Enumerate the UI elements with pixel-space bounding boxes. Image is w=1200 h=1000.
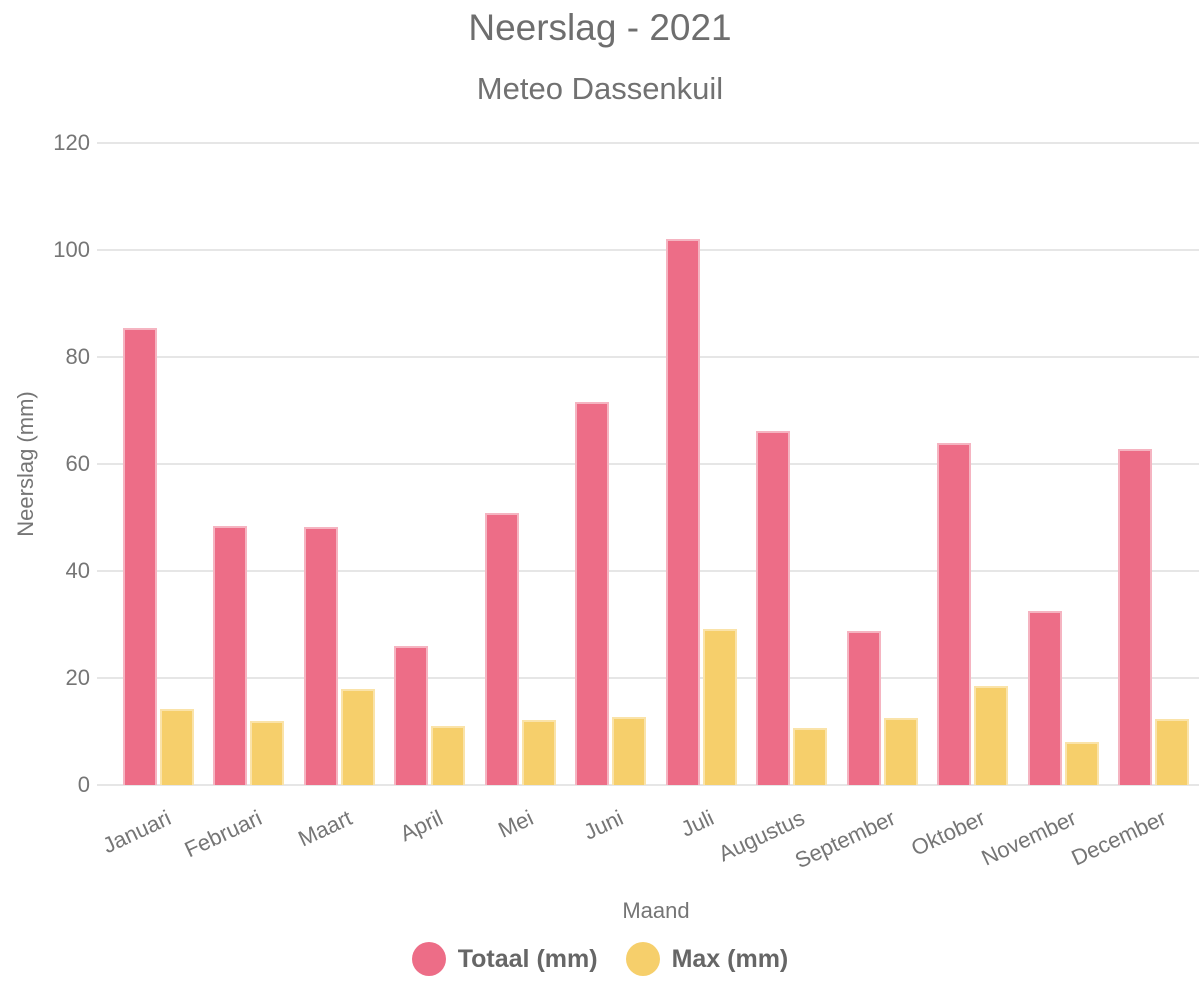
x-tick-label-september: September [790, 805, 899, 874]
legend: Totaal (mm) Max (mm) [0, 942, 1200, 976]
x-tick-label-november: November [977, 805, 1080, 871]
bar-totaal-mm-augustus[interactable] [756, 430, 791, 785]
bar-max-mm-september[interactable] [883, 718, 918, 785]
bar-max-mm-mei[interactable] [521, 720, 556, 785]
legend-item-max-mm[interactable]: Max (mm) [625, 942, 789, 976]
x-tick-label-december: December [1067, 805, 1171, 871]
bar-totaal-mm-mei[interactable] [484, 512, 519, 785]
bar-totaal-mm-april[interactable] [394, 646, 429, 785]
y-tick-label-0: 0 [77, 772, 90, 797]
x-tick-label-januari: Januari [98, 805, 175, 859]
y-tick-label-20: 20 [65, 665, 90, 690]
bar-max-mm-april[interactable] [431, 726, 466, 785]
bar-totaal-mm-december[interactable] [1118, 448, 1153, 785]
gridline-100 [97, 249, 1199, 251]
bar-totaal-mm-september[interactable] [846, 631, 881, 785]
y-tick-label-40: 40 [65, 558, 90, 583]
bar-totaal-mm-juli[interactable] [665, 239, 700, 785]
x-tick-label-juni: Juni [580, 805, 628, 845]
bar-totaal-mm-februari[interactable] [213, 525, 248, 785]
bar-totaal-mm-maart[interactable] [303, 526, 338, 785]
gridline-20 [97, 677, 1199, 679]
legend-label-totaal-mm: Totaal (mm) [457, 944, 598, 973]
x-tick-label-april: April [395, 805, 447, 847]
gridline-60 [97, 463, 1199, 465]
x-tick-label-maart: Maart [294, 805, 356, 852]
bar-max-mm-januari[interactable] [159, 709, 194, 785]
bar-max-mm-december[interactable] [1155, 718, 1190, 785]
x-tick-label-oktober: Oktober [907, 805, 990, 861]
chart-subtitle: Meteo Dassenkuil [476, 71, 724, 106]
bar-max-mm-oktober[interactable] [974, 686, 1009, 785]
gridline-40 [97, 570, 1199, 572]
legend-swatch-icon-max-mm [625, 942, 660, 976]
gridline-0 [97, 784, 1199, 786]
bar-totaal-mm-januari[interactable] [122, 327, 157, 785]
bar-max-mm-juni[interactable] [612, 716, 647, 785]
y-tick-label-120: 120 [53, 130, 90, 155]
gridline-120 [97, 142, 1199, 144]
y-tick-label-100: 100 [53, 237, 90, 262]
bar-max-mm-juli[interactable] [702, 628, 737, 785]
legend-label-max-mm: Max (mm) [671, 944, 789, 973]
x-axis-title: Maand [622, 898, 690, 923]
bar-max-mm-november[interactable] [1064, 742, 1099, 785]
x-tick-label-februari: Februari [180, 805, 266, 863]
bar-max-mm-februari[interactable] [250, 721, 285, 785]
bar-totaal-mm-november[interactable] [1027, 610, 1062, 785]
chart-title: Neerslag - 2021 [468, 7, 732, 48]
bar-max-mm-maart[interactable] [340, 689, 375, 785]
gridline-80 [97, 356, 1199, 358]
x-tick-label-mei: Mei [494, 805, 537, 843]
plot-area: 0 20 40 60 80 100 120 Januari Februari Maart April… [53, 132, 1199, 873]
y-axis-title: Neerslag (mm) [13, 391, 38, 537]
y-tick-label-80: 80 [65, 344, 90, 369]
bar-totaal-mm-oktober[interactable] [937, 443, 972, 785]
bar-max-mm-augustus[interactable] [793, 727, 828, 785]
bar-totaal-mm-juni[interactable] [575, 402, 610, 785]
legend-swatch-icon-totaal-mm [411, 942, 446, 976]
legend-item-totaal-mm[interactable]: Totaal (mm) [411, 942, 598, 976]
y-tick-label-60: 60 [65, 451, 90, 476]
x-tick-label-juli: Juli [677, 805, 718, 842]
